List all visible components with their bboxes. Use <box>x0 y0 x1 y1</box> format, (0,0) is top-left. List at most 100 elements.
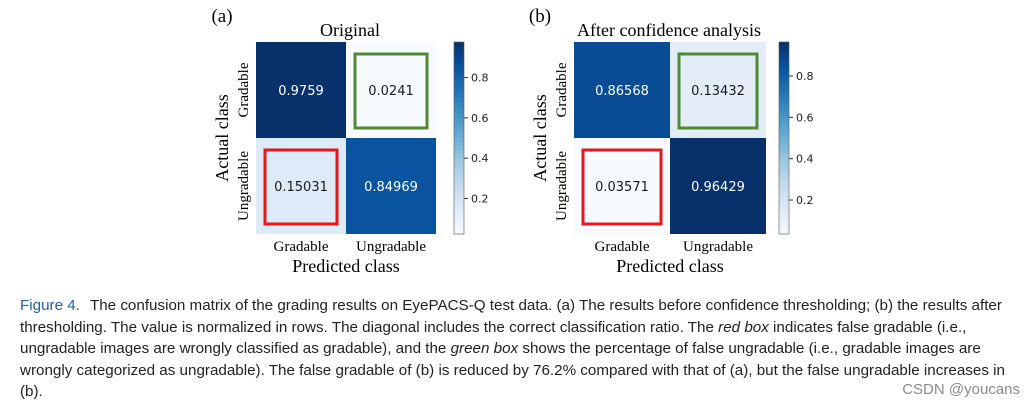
colorbar-segment <box>454 194 464 199</box>
colorbar-segment <box>454 166 464 171</box>
heatmap-cell <box>670 138 766 234</box>
colorbar-segment <box>779 166 789 171</box>
colorbar-segment <box>454 110 464 115</box>
colorbar-segment <box>779 154 789 159</box>
colorbar-segment <box>454 114 464 119</box>
cell-value-label: 0.15031 <box>274 180 328 195</box>
heatmap-cell <box>346 42 436 138</box>
cell-value-label: 0.03571 <box>595 180 649 195</box>
y-tick-label: Ungradable <box>236 151 252 221</box>
heatmap-cell <box>574 138 670 234</box>
heatmap-cell <box>670 42 766 138</box>
colorbar-segment <box>779 54 789 59</box>
colorbar-segment <box>454 86 464 91</box>
colorbar-segment <box>779 66 789 71</box>
colorbar-segment <box>779 190 789 195</box>
colorbar-segment <box>454 126 464 131</box>
colorbar-segment <box>779 50 789 55</box>
colorbar-segment <box>779 222 789 227</box>
colorbar-segment <box>779 94 789 99</box>
colorbar-segment <box>779 126 789 131</box>
colorbar-tick-label: 0.6 <box>796 111 814 124</box>
colorbar-segment <box>779 230 789 235</box>
colorbar-segment <box>454 142 464 147</box>
y-tick-label: Gradable <box>554 62 570 117</box>
heatmap-cell <box>346 138 436 234</box>
colorbar-segment <box>779 150 789 155</box>
colorbar-segment <box>454 218 464 223</box>
colorbar-segment <box>779 142 789 147</box>
colorbar-segment <box>779 226 789 231</box>
figure-caption: Figure 4. The confusion matrix of the gra… <box>20 295 1020 403</box>
colorbar-segment <box>454 94 464 99</box>
colorbar-segment <box>779 194 789 199</box>
colorbar-segment <box>454 150 464 155</box>
colorbar-segment <box>779 78 789 83</box>
cell-value-label: 0.86568 <box>595 84 649 99</box>
colorbar-segment <box>454 178 464 183</box>
colorbar-segment <box>779 74 789 79</box>
colorbar-segment <box>779 70 789 75</box>
colorbar-segment <box>779 206 789 211</box>
colorbar-frame <box>453 41 465 235</box>
colorbar-segment <box>454 54 464 59</box>
colorbar-segment <box>454 90 464 95</box>
chart-title: Original <box>320 20 380 40</box>
x-tick-label: Ungradable <box>683 239 753 255</box>
colorbar-segment <box>454 174 464 179</box>
colorbar-segment <box>779 102 789 107</box>
colorbar-segment <box>454 198 464 203</box>
colorbar-segment <box>779 122 789 127</box>
colorbar-segment <box>454 210 464 215</box>
colorbar-segment <box>454 130 464 135</box>
colorbar-tick-label: 0.8 <box>796 70 814 83</box>
colorbar-segment <box>779 218 789 223</box>
colorbar-segment <box>454 42 464 47</box>
colorbar-segment <box>454 222 464 227</box>
colorbar-segment <box>454 98 464 103</box>
panel-label: (a) <box>211 6 232 27</box>
caption-text-3: shows the percentage of false ungradable… <box>20 340 1005 400</box>
colorbar-segment <box>779 186 789 191</box>
colorbar-segment <box>779 42 789 47</box>
colorbar-segment <box>454 186 464 191</box>
colorbar-segment <box>454 138 464 143</box>
x-tick-label: Gradable <box>274 239 329 255</box>
colorbar-segment <box>454 146 464 151</box>
colorbar-segment <box>779 98 789 103</box>
colorbar-tick-label: 0.4 <box>796 153 814 166</box>
colorbar-segment <box>779 86 789 91</box>
colorbar-frame <box>778 41 790 235</box>
panel-label: (b) <box>529 6 551 27</box>
colorbar-tick-label: 0.6 <box>471 112 489 125</box>
colorbar-segment <box>779 158 789 163</box>
colorbar-segment <box>779 146 789 151</box>
colorbar-tick-label: 0.8 <box>471 71 489 84</box>
colorbar-segment <box>779 214 789 219</box>
x-axis-label: Predicted class <box>616 256 723 276</box>
colorbar-segment <box>779 162 789 167</box>
colorbar-segment <box>454 106 464 111</box>
colorbar-segment <box>454 202 464 207</box>
caption-emphasis-red-box: red box <box>718 318 769 336</box>
caption-text-1: The confusion matrix of the grading resu… <box>20 297 1002 336</box>
y-axis-label: Actual class <box>530 94 550 181</box>
colorbar-segment <box>779 62 789 67</box>
colorbar-segment <box>454 46 464 51</box>
cell-value-label: 0.96429 <box>691 180 745 195</box>
colorbar-segment <box>779 114 789 119</box>
heatmap-cell <box>256 138 346 234</box>
x-tick-label: Gradable <box>595 239 650 255</box>
colorbar-segment <box>779 182 789 187</box>
colorbar-segment <box>779 198 789 203</box>
x-tick-label: Ungradable <box>356 239 426 255</box>
colorbar-segment <box>454 70 464 75</box>
colorbar-tick-label: 0.4 <box>471 152 489 165</box>
colorbar-segment <box>454 226 464 231</box>
colorbar-segment <box>454 78 464 83</box>
colorbar-segment <box>779 90 789 95</box>
colorbar-segment <box>779 174 789 179</box>
chart-title: After confidence analysis <box>577 20 761 40</box>
colorbar-segment <box>454 214 464 219</box>
colorbar-segment <box>779 118 789 123</box>
